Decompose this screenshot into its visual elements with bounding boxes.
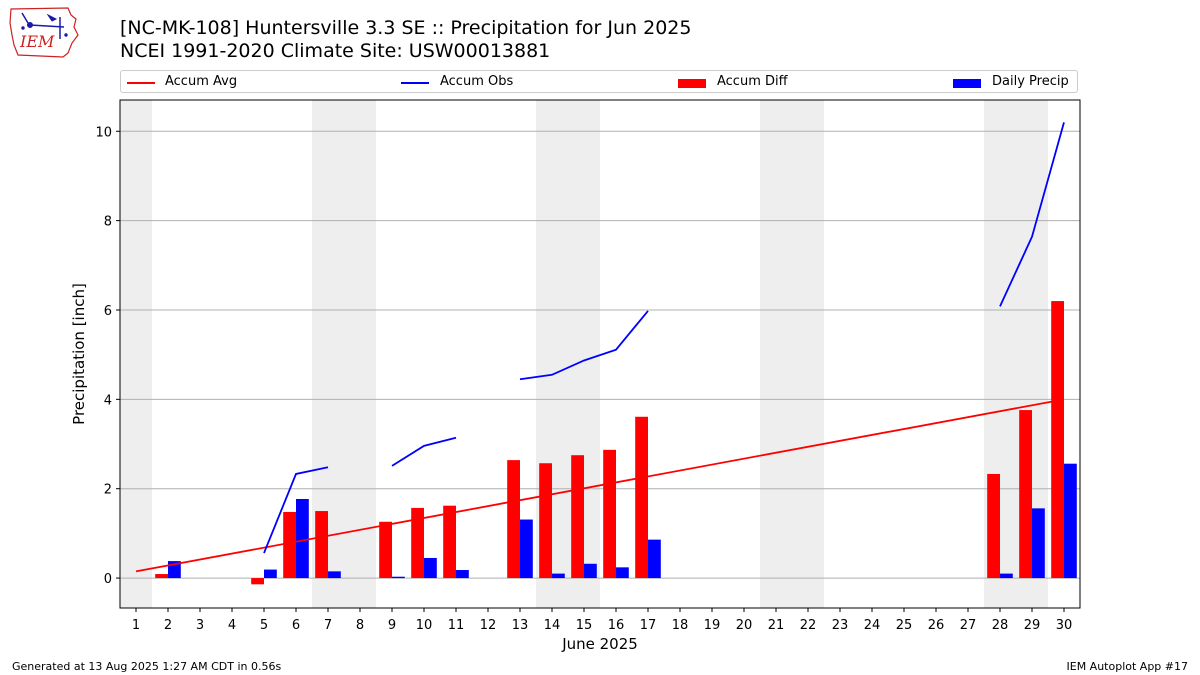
daily-precip-bar <box>264 569 277 579</box>
accum-diff-bar <box>411 507 424 579</box>
x-tick-label: 21 <box>768 618 785 633</box>
accum-diff-bar <box>443 505 456 579</box>
logo-text: IEM <box>19 32 55 51</box>
x-tick-label: 10 <box>416 618 433 633</box>
x-tick-label: 27 <box>960 618 977 633</box>
y-tick-label: 10 <box>95 125 112 140</box>
x-tick-label: 30 <box>1056 618 1073 633</box>
daily-precip-bar <box>328 571 341 579</box>
daily-precip-bar <box>648 539 661 579</box>
x-tick-label: 15 <box>576 618 593 633</box>
legend-item-accum-diff: Accum Diff <box>677 74 827 90</box>
x-tick-label: 11 <box>448 618 465 633</box>
legend-item-accum-avg: Accum Avg <box>125 74 275 90</box>
chart-subtitle: NCEI 1991-2020 Climate Site: USW00013881 <box>120 40 551 62</box>
weekend-band <box>344 100 376 608</box>
x-tick-label: 9 <box>388 618 396 633</box>
accum-diff-bar <box>1019 410 1032 579</box>
y-tick-label: 6 <box>104 304 112 319</box>
accum-diff-bar <box>539 463 552 579</box>
accum-diff-bar <box>283 511 296 579</box>
x-tick-label: 5 <box>260 618 268 633</box>
y-axis-label: Precipitation [inch] <box>70 283 88 425</box>
daily-precip-bar <box>552 573 565 579</box>
accum-diff-bar <box>635 416 648 579</box>
iem-logo: IEM <box>9 7 79 58</box>
accum-diff-bar <box>251 578 264 585</box>
x-tick-label: 14 <box>544 618 561 633</box>
x-tick-label: 3 <box>196 618 204 633</box>
daily-precip-bar <box>1064 463 1077 579</box>
daily-precip-bar <box>296 498 309 579</box>
x-tick-label: 25 <box>896 618 913 633</box>
x-tick-label: 26 <box>928 618 945 633</box>
x-tick-label: 20 <box>736 618 753 633</box>
generated-timestamp: Generated at 13 Aug 2025 1:27 AM CDT in … <box>12 660 282 673</box>
app-credit: IEM Autoplot App #17 <box>1066 660 1189 673</box>
accum-diff-bar <box>987 473 1000 579</box>
y-tick-label: 0 <box>104 572 112 587</box>
legend-item-accum-obs: Accum Obs <box>401 74 551 90</box>
x-tick-label: 7 <box>324 618 332 633</box>
x-tick-label: 29 <box>1024 618 1041 633</box>
accum-diff-bar <box>507 460 520 579</box>
accum-diff-bar <box>379 521 392 579</box>
accum-obs-line <box>391 436 457 467</box>
weather-station-icon <box>21 12 68 39</box>
accum-obs-line <box>519 310 649 381</box>
weekend-band <box>792 100 824 608</box>
daily-precip-bar <box>584 563 597 579</box>
legend-swatch-obs <box>401 82 429 84</box>
chart-title: [NC-MK-108] Huntersville 3.3 SE :: Preci… <box>120 17 692 39</box>
x-tick-label: 19 <box>704 618 721 633</box>
weekend-band <box>760 100 792 608</box>
accum-diff-bar <box>155 574 168 579</box>
x-tick-label: 8 <box>356 618 364 633</box>
accum-obs-line <box>999 122 1065 307</box>
legend-label: Accum Obs <box>440 74 514 89</box>
legend: Accum Avg Accum Obs Accum Diff Daily Pre… <box>120 70 1078 93</box>
legend-label: Accum Avg <box>165 74 238 89</box>
accum-diff-bar <box>603 449 616 579</box>
daily-precip-bar <box>616 567 629 579</box>
x-tick-label: 17 <box>640 618 657 633</box>
legend-swatch-avg <box>127 82 155 84</box>
x-tick-label: 18 <box>672 618 689 633</box>
accum-diff-bar <box>315 511 328 579</box>
x-tick-label: 2 <box>164 618 172 633</box>
x-tick-label: 23 <box>832 618 849 633</box>
y-tick-label: 2 <box>104 483 112 498</box>
legend-swatch-diff <box>678 79 706 88</box>
y-tick-label: 4 <box>104 393 112 408</box>
legend-label: Daily Precip <box>992 74 1069 89</box>
x-tick-label: 4 <box>228 618 236 633</box>
daily-precip-bar <box>424 557 437 579</box>
x-tick-label: 1 <box>132 618 140 633</box>
daily-precip-bar <box>456 570 469 579</box>
x-tick-label: 24 <box>864 618 881 633</box>
daily-precip-bar <box>392 576 405 579</box>
x-tick-label: 12 <box>480 618 497 633</box>
daily-precip-bar <box>1000 573 1013 579</box>
daily-precip-bar <box>1032 508 1045 579</box>
x-tick-label: 28 <box>992 618 1009 633</box>
legend-item-daily-precip: Daily Precip <box>952 74 1077 90</box>
legend-label: Accum Diff <box>717 74 788 89</box>
x-tick-label: 22 <box>800 618 817 633</box>
x-tick-label: 13 <box>512 618 529 633</box>
x-tick-label: 6 <box>292 618 300 633</box>
y-tick-label: 8 <box>104 215 112 230</box>
accum-avg-line <box>135 398 1065 573</box>
plot-frame <box>119 99 1081 609</box>
weekend-band <box>120 100 152 608</box>
legend-swatch-daily <box>953 79 981 88</box>
accum-obs-line <box>263 466 329 554</box>
accum-diff-bar <box>1051 301 1064 579</box>
x-tick-label: 16 <box>608 618 625 633</box>
daily-precip-bar <box>520 519 533 579</box>
accum-diff-bar <box>571 455 584 579</box>
x-axis-label: June 2025 <box>561 635 638 653</box>
